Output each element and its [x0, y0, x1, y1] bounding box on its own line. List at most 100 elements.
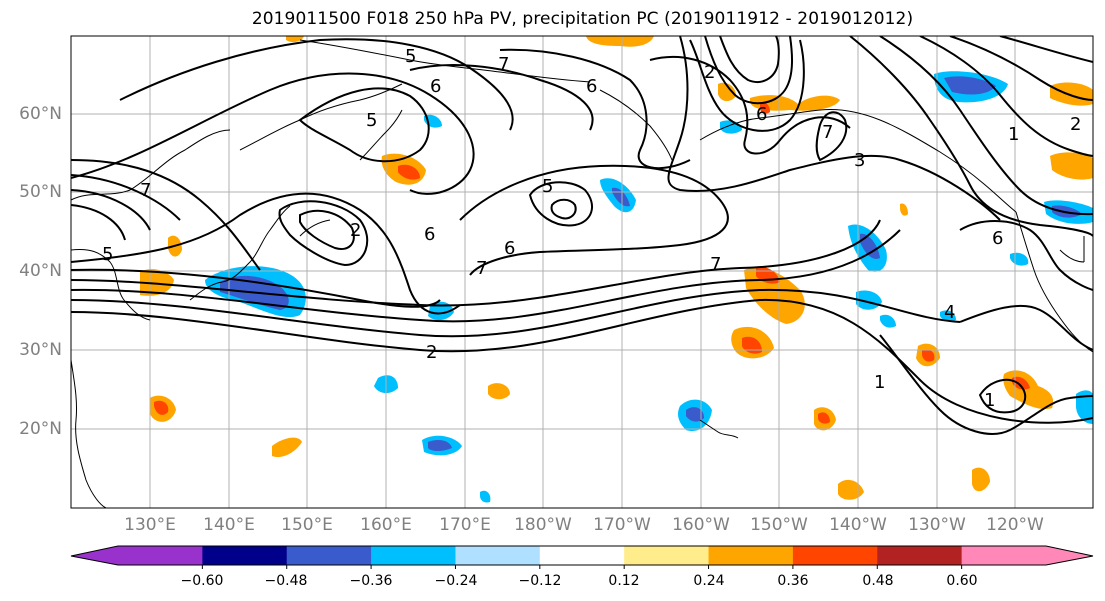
colorbar-cell: [455, 546, 541, 565]
precip-patch: [742, 336, 762, 354]
lon-label: 150°W: [750, 515, 808, 535]
precip-field: [140, 36, 1093, 503]
precip-patch: [1050, 82, 1093, 106]
precip-patch: [860, 233, 880, 259]
lon-label: 180°W: [514, 515, 572, 535]
precip-patch: [744, 267, 805, 324]
lon-label: 150°E: [281, 515, 333, 535]
coastline: [299, 39, 591, 83]
precip-patch: [154, 400, 169, 415]
coastline: [699, 419, 739, 439]
colorbar-tick-label: −0.24: [434, 573, 478, 589]
lon-label: 140°W: [829, 515, 887, 535]
colorbar-tick-label: −0.60: [180, 573, 224, 589]
lon-label: 170°E: [439, 515, 491, 535]
colorbar-cell: [708, 546, 794, 565]
precip-patch: [1003, 370, 1054, 410]
contour-label: 2: [704, 62, 715, 83]
contour-label: 5: [366, 110, 377, 131]
colorbar-tick-label: 0.12: [608, 573, 640, 589]
precip-patch: [140, 269, 174, 296]
contour-label-group: 6 5 7 6 5 7 2 6 2 5 6 7 5 2 6 7 6 4 1 1 …: [102, 46, 1081, 411]
precip-patch: [428, 440, 452, 451]
pv-contour: [459, 164, 729, 276]
pv-contour: [278, 200, 369, 267]
pv-contour: [978, 378, 1027, 414]
contour-label: 6: [586, 76, 597, 97]
pv-contour: [649, 56, 851, 155]
plot-frame: [70, 35, 1094, 509]
contour-label: 6: [756, 104, 767, 125]
colorbar-cell: [961, 546, 1047, 565]
contour-label: 6: [504, 238, 515, 259]
precip-patch: [922, 349, 935, 362]
colorbar-tick-label: 0.60: [946, 573, 978, 589]
precip-patch: [718, 82, 736, 102]
lat-label-60n: 60°N: [19, 104, 62, 124]
colorbar-tick-label: −0.36: [349, 573, 393, 589]
lon-label: 160°W: [672, 515, 730, 535]
colorbar-tick-label: 0.48: [862, 573, 894, 589]
precip-patch: [1076, 390, 1093, 424]
precip-patch: [480, 490, 491, 503]
precip-patch: [272, 437, 302, 458]
pv-contour: [949, 36, 1093, 101]
precip-patch: [972, 467, 990, 492]
pv-contour: [879, 36, 1093, 216]
contour-label: 2: [426, 342, 437, 363]
colorbar-cell: [371, 546, 456, 565]
pv-contour: [919, 36, 1093, 157]
pv-contour: [71, 298, 1093, 424]
precip-patch: [586, 36, 654, 47]
contour-label: 6: [424, 224, 435, 245]
lat-label-50n: 50°N: [19, 182, 62, 202]
pv-contour: [999, 36, 1093, 63]
pv-contour: [71, 288, 961, 338]
pv-contour: [71, 204, 126, 241]
contour-label: 1: [874, 372, 885, 393]
colorbar-cell: [118, 546, 203, 565]
precip-patch: [944, 76, 996, 95]
coastline: [71, 249, 151, 321]
precip-patch: [286, 36, 304, 43]
precip-patch: [1012, 376, 1030, 390]
coastline: [239, 83, 403, 151]
pv-contour: [71, 219, 881, 307]
contour-label: 7: [476, 258, 487, 279]
contour-label: 7: [498, 54, 509, 75]
precip-patch: [880, 314, 896, 328]
contour-label: 7: [140, 180, 151, 201]
coastline: [1015, 211, 1093, 353]
contour-label: 6: [430, 76, 441, 97]
pv-contours: [71, 36, 1093, 435]
precip-patch: [1010, 252, 1029, 266]
lon-label: 120°W: [986, 515, 1044, 535]
precip-patch: [686, 407, 704, 422]
pv-contour: [959, 304, 1093, 351]
contour-label: 5: [405, 46, 416, 67]
lat-label-20n: 20°N: [19, 419, 62, 439]
contour-label: 5: [542, 176, 553, 197]
coastline: [71, 359, 107, 508]
pv-contour: [119, 38, 514, 131]
colorbar-tick-label: −0.12: [518, 573, 562, 589]
pv-contour: [71, 174, 181, 221]
lon-label: 130°W: [908, 515, 966, 535]
colorbar-tick-label: −0.48: [264, 573, 308, 589]
contour-label: 1: [1008, 124, 1019, 145]
contour-label: 3: [854, 150, 865, 171]
colorbar-cell: [539, 546, 625, 565]
contour-label: 7: [822, 122, 833, 143]
coastline: [299, 219, 331, 237]
pv-contour: [704, 36, 793, 105]
coastline: [699, 109, 1017, 213]
contour-label: 5: [102, 244, 113, 265]
colorbar-tick-label: 0.36: [777, 573, 809, 589]
coastline: [359, 109, 403, 161]
coastlines: [71, 39, 1093, 508]
precip-patch: [760, 102, 770, 114]
contour-label: 2: [350, 220, 361, 241]
precip-patch: [1050, 152, 1093, 180]
pv-contour: [667, 36, 1001, 221]
colorbar-cell: [877, 546, 963, 565]
